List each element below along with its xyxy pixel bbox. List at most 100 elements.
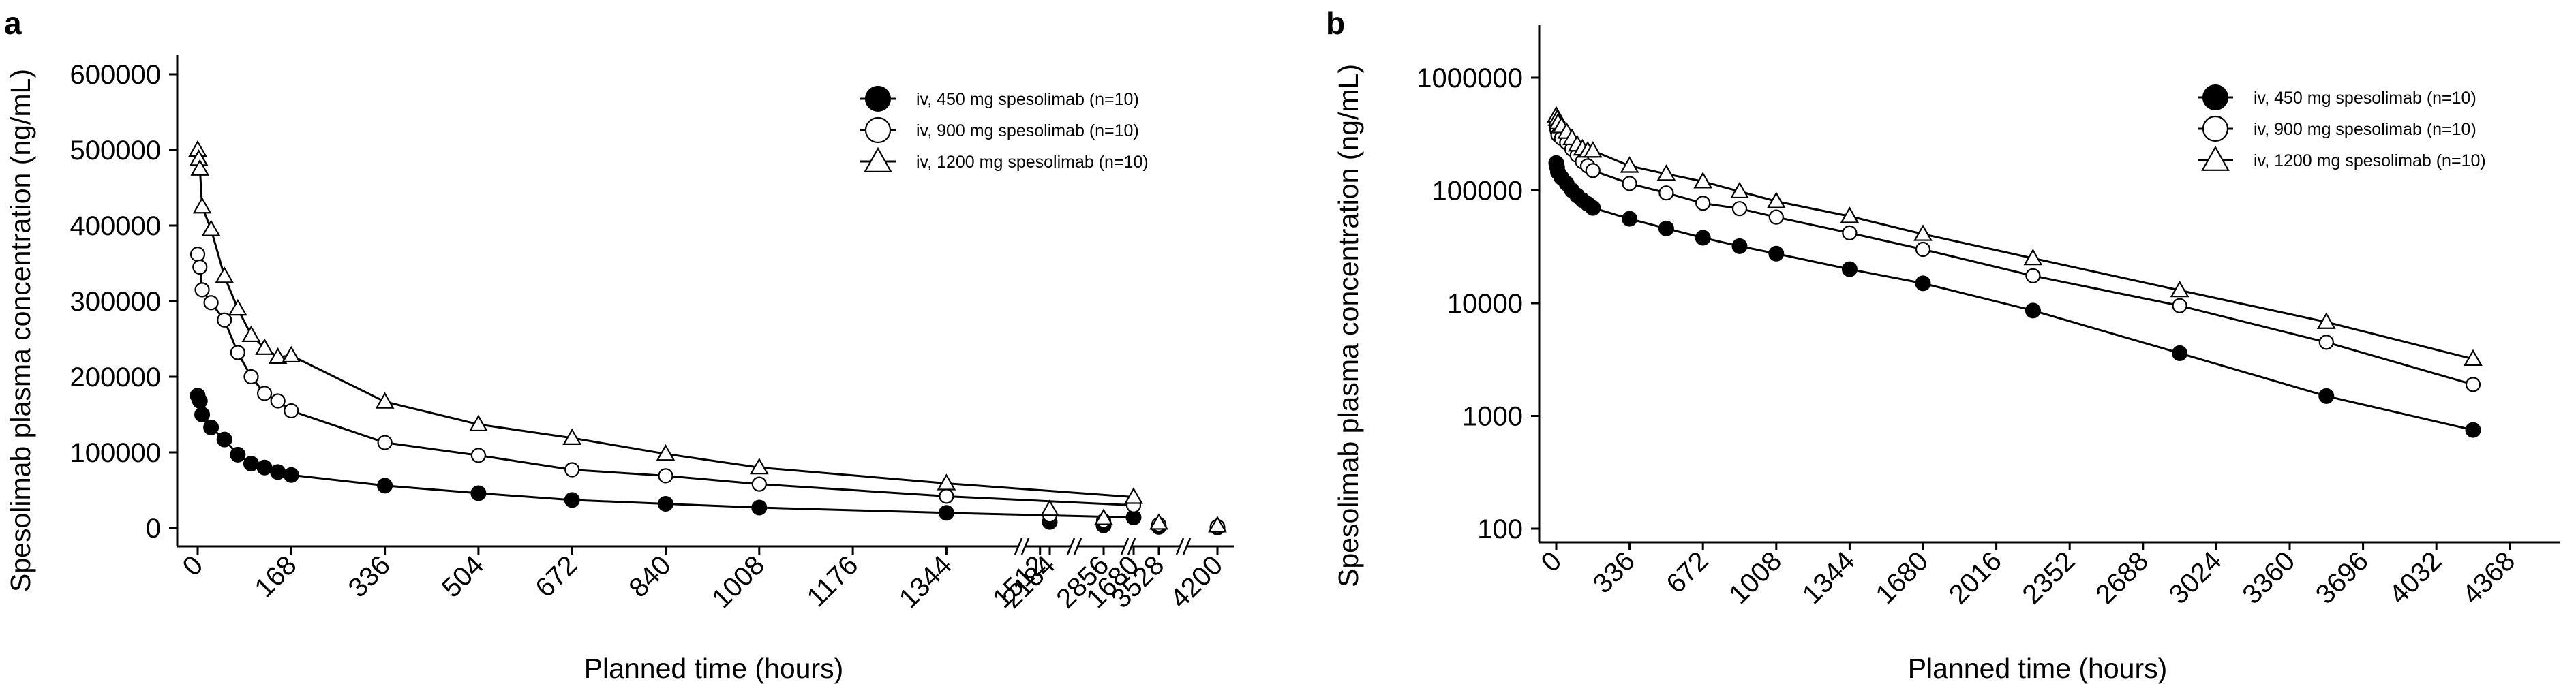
y-tick-label: 600000 — [70, 60, 161, 90]
axis-break-mark — [1073, 538, 1082, 555]
data-point — [192, 393, 208, 409]
data-point — [1622, 211, 1638, 227]
data-point — [1620, 156, 1639, 173]
panel-b-letter: b — [1326, 5, 1345, 41]
panel-a-series — [188, 140, 1227, 535]
series-line — [1555, 163, 2474, 431]
legend-marker — [2202, 115, 2229, 142]
y-tick-label: 200000 — [70, 362, 161, 392]
data-point — [1768, 245, 1785, 262]
data-point — [2464, 349, 2483, 366]
data-point — [1585, 200, 1601, 216]
data-point — [1766, 191, 1786, 208]
data-point — [283, 467, 299, 483]
panel-a-y-ticks: 0 100000 200000 300000 400000 500000 600000 — [70, 60, 177, 544]
x-tick-label: 1176 — [802, 550, 864, 612]
data-point — [256, 386, 273, 401]
x-tick-label: 0 — [177, 550, 209, 582]
x-tick-label: 4200 — [1164, 550, 1228, 614]
data-point — [656, 444, 676, 461]
data-point — [230, 446, 246, 463]
x-tick-label: 672 — [530, 550, 583, 603]
data-point — [194, 282, 210, 298]
panel-b-x-axis-label: Planned time (hours) — [1908, 653, 2168, 684]
legend-marker — [2201, 145, 2230, 171]
data-point — [2025, 302, 2041, 319]
data-point — [377, 478, 393, 494]
data-point — [1656, 164, 1676, 181]
data-point — [469, 414, 488, 432]
data-point — [1768, 209, 1784, 225]
legend-entry-label: iv, 450 mg spesolimab (n=10) — [916, 90, 1139, 109]
x-tick-label: 336 — [1588, 546, 1641, 599]
data-point — [751, 499, 768, 516]
data-point — [1915, 241, 1931, 258]
data-point — [268, 347, 288, 364]
data-point — [2172, 345, 2188, 361]
axis-break-mark — [1020, 538, 1030, 555]
x-tick-label: 672 — [1661, 546, 1714, 599]
panel-b-legend: iv, 450 mg spesolimab (n=10) iv, 900 mg s… — [2198, 84, 2486, 171]
data-point — [215, 266, 234, 283]
legend-entry-label: iv, 1200 mg spesolimab (n=10) — [916, 153, 1149, 172]
panel-a: a Spesolimab plasma concentration (ng/mL… — [4, 5, 1234, 684]
data-point — [203, 419, 219, 435]
data-point — [1840, 206, 1860, 223]
panel-a-letter: a — [4, 5, 22, 41]
data-point — [270, 393, 286, 409]
x-tick-label: 1008 — [706, 550, 770, 614]
data-point — [192, 259, 208, 275]
data-point — [270, 464, 286, 480]
data-point — [1658, 220, 1674, 236]
data-point — [751, 476, 767, 492]
data-point — [1693, 172, 1713, 189]
y-tick-label: 1000000 — [1416, 63, 1523, 93]
y-tick-label: 400000 — [70, 211, 161, 241]
x-tick-label: 1344 — [1797, 546, 1861, 610]
data-point — [2172, 298, 2187, 313]
panel-a-x-ticks: 0 168 336 504 672 840 1008 1176 1344 1512 16802184… — [177, 546, 1228, 614]
data-point — [243, 456, 259, 472]
panel-a-axis-break-marks — [1014, 538, 1192, 555]
data-point — [217, 312, 232, 328]
data-point — [190, 247, 206, 262]
data-point — [1731, 201, 1748, 217]
series-filled-circle — [1548, 155, 2481, 438]
data-point — [256, 459, 273, 476]
series-open-triangle — [1547, 106, 2483, 366]
data-point — [470, 448, 487, 463]
data-point — [1583, 140, 1603, 158]
y-tick-label: 100000 — [70, 438, 161, 468]
data-point — [255, 338, 274, 355]
data-point — [658, 495, 673, 512]
data-point — [564, 492, 580, 508]
x-tick-label: 3360 — [2237, 546, 2301, 610]
data-point — [243, 369, 259, 385]
axis-break-mark — [1120, 538, 1130, 555]
data-point — [282, 345, 301, 363]
x-tick-label: 3024 — [2164, 546, 2228, 610]
y-tick-label: 300000 — [70, 287, 161, 317]
y-tick-label: 100000 — [1432, 176, 1523, 206]
panel-a-legend: iv, 450 mg spesolimab (n=10) iv, 900 mg s… — [860, 86, 1149, 172]
panel-a-y-axis-label: Spesolimab plasma concentration (ng/mL) — [5, 69, 36, 592]
data-point — [1842, 225, 1858, 240]
y-tick-label: 100 — [1477, 514, 1523, 544]
data-point — [230, 345, 245, 360]
panel-b-x-ticks: 0 336 672 1008 1344 1680 2016 2352 2688 3024 3360 3… — [1536, 542, 2521, 610]
legend-marker — [864, 146, 892, 172]
axis-break-mark — [1066, 538, 1076, 555]
data-point — [2465, 377, 2481, 392]
legend-marker — [864, 116, 892, 144]
legend-entry-label: iv, 1200 mg spesolimab (n=10) — [2254, 151, 2486, 170]
y-tick-label: 500000 — [70, 136, 161, 166]
data-point — [201, 219, 221, 236]
data-point — [1658, 185, 1674, 201]
data-point — [939, 488, 954, 504]
x-tick-label: 840 — [624, 550, 677, 603]
data-point — [2465, 422, 2481, 438]
series-filled-circle — [190, 388, 1226, 535]
y-tick-label: 1000 — [1462, 402, 1523, 432]
legend-entry-label: iv, 450 mg spesolimab (n=10) — [2254, 89, 2476, 108]
data-point — [1915, 275, 1931, 292]
